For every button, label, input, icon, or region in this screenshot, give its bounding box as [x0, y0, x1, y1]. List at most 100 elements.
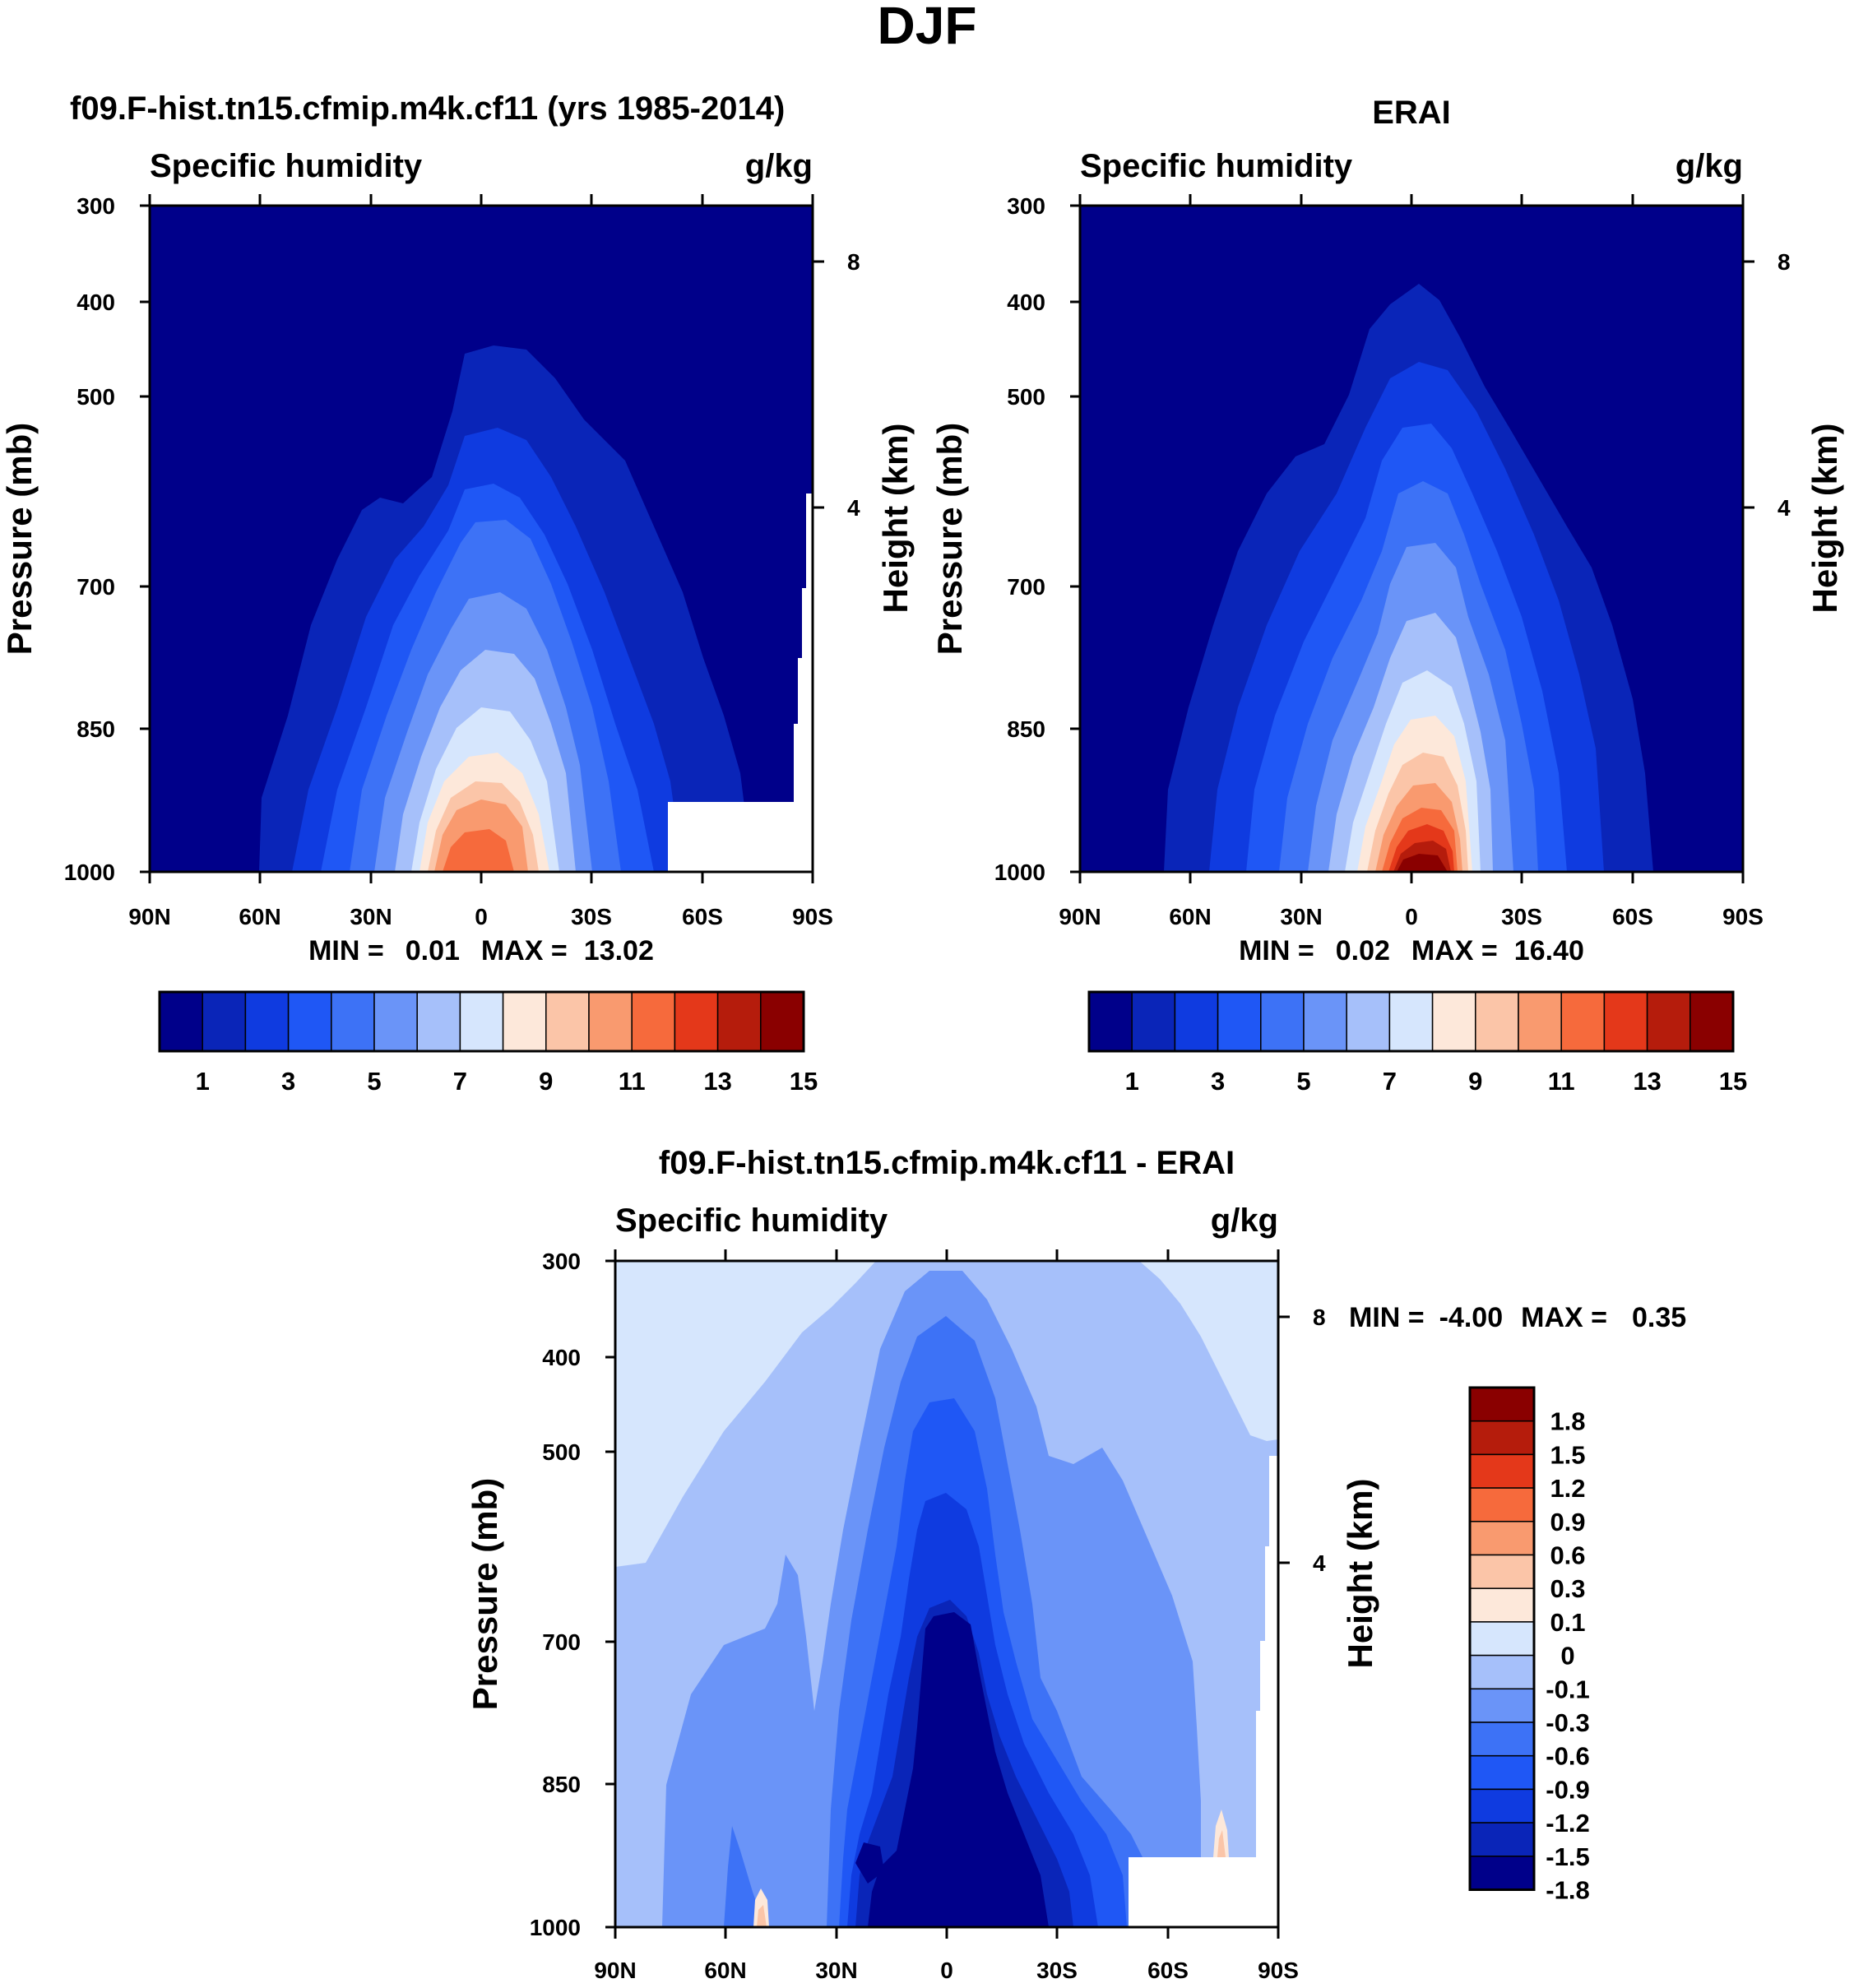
panel-erai-colorbar-box — [1346, 991, 1391, 1052]
panel-diff-colorbar-box — [1469, 1788, 1535, 1823]
panel-diff-colorbar-label: 0 — [1560, 1642, 1574, 1671]
panel-erai-colorbar-label: 7 — [1383, 1067, 1397, 1096]
panel-erai-colorbar: 1 3 5 7 9 11 13 15 — [1087, 990, 1747, 1096]
panel-diff-xlabel-60s: 60S — [1147, 1958, 1189, 1983]
panel-model-colorbar-box — [416, 991, 461, 1052]
panel-erai-ylabel-400: 400 — [1007, 290, 1045, 315]
panel-model-colorbar-label: 3 — [281, 1067, 295, 1096]
panel-model-colorbar-box — [331, 991, 375, 1052]
panel-erai-contour-14 — [1397, 854, 1448, 872]
panel-model-colorbar-box — [287, 991, 332, 1052]
panel-model-colorbar-box — [588, 991, 633, 1052]
panel-diff-colorbar-label: -0.3 — [1546, 1708, 1589, 1737]
main-title: DJF — [878, 0, 977, 55]
panel-diff-min: -4.00 — [1439, 1302, 1504, 1333]
panel-model-colorbar: 1 3 5 7 9 11 13 15 — [158, 990, 818, 1096]
panel-model-ylabel-500: 500 — [76, 384, 115, 410]
panel-diff-colorbar-frame — [1468, 1386, 1536, 1891]
panel-diff-contour-neg18 — [868, 1612, 1049, 1927]
panel-diff-contour-neg06 — [724, 1826, 765, 1927]
panel-erai-y2label-8: 8 — [1778, 249, 1791, 275]
panel-diff-colorbar-box — [1469, 1754, 1535, 1791]
panel-model: f09.F-hist.tn15.cfmip.m4k.cf11 (yrs 1985… — [0, 90, 915, 1096]
panel-diff-xlabel-90n: 90N — [594, 1958, 636, 1983]
panel-model-colorbar-label: 13 — [703, 1067, 731, 1096]
panel-model-missing — [668, 494, 813, 872]
panel-model-colorbar-label: 11 — [619, 1067, 646, 1096]
panel-diff-colorbar-label: -0.1 — [1546, 1675, 1589, 1703]
panel-diff-left-string: Specific humidity — [615, 1203, 888, 1239]
panel-diff-colorbar-box — [1469, 1387, 1535, 1422]
panel-erai-stats: MIN = 0.02 MAX = 16.40 — [1239, 935, 1584, 966]
panel-diff-xlabel-30s: 30S — [1036, 1958, 1078, 1983]
panel-model-colorbar-box — [159, 991, 203, 1052]
panel-model-ylabel-400: 400 — [76, 290, 115, 315]
panel-model-colorbar-box — [545, 991, 590, 1052]
panel-diff-colorbar-box — [1469, 1587, 1535, 1623]
panel-diff-colorbar-label: -1.8 — [1546, 1876, 1589, 1905]
panel-erai-colorbar-box — [1603, 991, 1648, 1052]
panel-erai-colorbar-label: 15 — [1719, 1067, 1747, 1096]
panel-diff-colorbar-label: -1.2 — [1546, 1809, 1589, 1837]
panel-diff-ylabel-1000: 1000 — [530, 1915, 581, 1940]
panel-erai-xlabel-90n: 90N — [1059, 904, 1101, 929]
panel-model-right-string: g/kg — [745, 148, 813, 184]
panel-diff-max-label: MAX = — [1521, 1302, 1607, 1333]
panel-diff-colorbar-label: 1.8 — [1550, 1407, 1585, 1436]
panel-erai-y2label-4: 4 — [1778, 495, 1791, 521]
panel-model-xlabel-30n: 30N — [350, 904, 392, 929]
panel-erai-ylabel-300: 300 — [1007, 193, 1045, 219]
panel-diff-colorbar-box — [1469, 1722, 1535, 1757]
panel-diff-ylabel: Pressure (mb) — [466, 1478, 504, 1710]
panel-erai-min-label: MIN = — [1239, 935, 1314, 966]
panel-model-xlabel-90n: 90N — [128, 904, 170, 929]
panel-diff-colorbar-label: -0.9 — [1546, 1775, 1589, 1804]
panel-model-min: 0.01 — [406, 935, 460, 966]
panel-erai-ylabel: Pressure (mb) — [930, 423, 969, 655]
panel-model-field — [150, 206, 813, 872]
panel-erai-colorbar-label: 1 — [1125, 1067, 1139, 1096]
panel-diff-title: f09.F-hist.tn15.cfmip.m4k.cf11 - ERAI — [659, 1145, 1235, 1181]
panel-model-colorbar-label: 15 — [790, 1067, 818, 1096]
panel-model-ylabel: Pressure (mb) — [0, 423, 39, 655]
panel-model-ylabel-850: 850 — [76, 716, 115, 742]
panel-model-colorbar-box — [202, 991, 247, 1052]
panel-model-colorbar-label: 5 — [367, 1067, 381, 1096]
panel-diff-colorbar-box — [1469, 1487, 1535, 1522]
panel-diff-ylabel-500: 500 — [542, 1439, 581, 1465]
panel-model-ylabel-700: 700 — [76, 574, 115, 600]
panel-erai-colorbar-box — [1560, 991, 1606, 1052]
panel-model-xlabel-90s: 90S — [792, 904, 833, 929]
panel-model-left-string: Specific humidity — [150, 148, 423, 184]
panel-model-xlabel-60s: 60S — [682, 904, 723, 929]
panel-erai-ylabel-500: 500 — [1007, 384, 1045, 410]
panel-erai-colorbar-box — [1131, 991, 1176, 1052]
panel-model-contour-11 — [443, 829, 514, 872]
panel-erai-axes — [1070, 194, 1754, 883]
panel-erai-xlabel-60n: 60N — [1169, 904, 1211, 929]
panel-model-colorbar-box — [459, 991, 504, 1052]
panel-diff-colorbar-box — [1469, 1654, 1535, 1690]
panel-diff-contour-neg18b — [855, 1842, 884, 1884]
panel-diff-colorbar-label: 1.2 — [1550, 1474, 1585, 1503]
panel-erai-left-string: Specific humidity — [1080, 148, 1353, 184]
panel-diff-y2label: Height (km) — [1341, 1479, 1379, 1669]
panel-diff-right-string: g/kg — [1211, 1203, 1278, 1239]
panel-erai-min: 0.02 — [1336, 935, 1390, 966]
panel-model-title: f09.F-hist.tn15.cfmip.m4k.cf11 (yrs 1985… — [70, 90, 785, 127]
panel-diff-ylabel-850: 850 — [542, 1772, 581, 1797]
panel-model-colorbar-label: 9 — [539, 1067, 553, 1096]
panel-diff: f09.F-hist.tn15.cfmip.m4k.cf11 - ERAI Sp… — [466, 1145, 1686, 1983]
panel-erai-title: ERAI — [1372, 95, 1451, 131]
panel-model-min-label: MIN = — [308, 935, 384, 966]
panel-diff-xlabel-30n: 30N — [815, 1958, 857, 1983]
panel-erai-colorbar-label: 13 — [1633, 1067, 1661, 1096]
panel-erai-ylabel-850: 850 — [1007, 716, 1045, 742]
panel-diff-ylabel-300: 300 — [542, 1249, 581, 1274]
panel-model-colorbar-box — [716, 991, 762, 1052]
panel-diff-axes — [605, 1249, 1290, 1939]
panel-model-max: 13.02 — [584, 935, 654, 966]
panel-diff-colorbar-box — [1469, 1856, 1535, 1891]
panel-diff-colorbar-label: 0.6 — [1550, 1541, 1585, 1570]
panel-diff-max: 0.35 — [1632, 1302, 1686, 1333]
